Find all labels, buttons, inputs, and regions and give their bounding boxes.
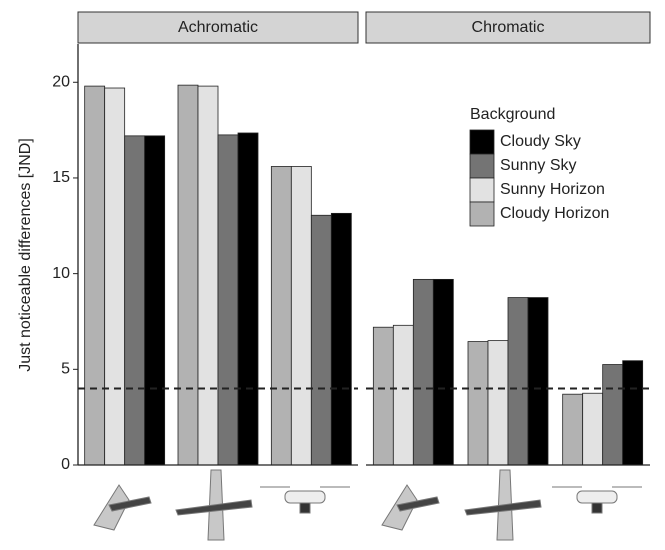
legend-label: Sunny Sky	[500, 157, 576, 174]
bar	[488, 341, 508, 465]
bar	[331, 213, 351, 465]
bird-drone-icon	[382, 485, 439, 530]
bar	[413, 279, 433, 465]
bar	[528, 298, 548, 465]
y-tick-label: 15	[52, 169, 70, 186]
legend-swatch	[470, 130, 494, 154]
chart: Just noticeable differences [JND] Achrom…	[0, 0, 665, 545]
quad-drone-icon	[260, 487, 350, 513]
bar	[238, 133, 258, 465]
strip-title: Achromatic	[178, 19, 258, 36]
bar	[105, 88, 125, 465]
bar	[393, 325, 413, 465]
quad-drone-icon	[552, 487, 642, 513]
y-tick-label: 0	[61, 456, 70, 473]
y-tick-label: 5	[61, 361, 70, 378]
legend-swatch	[470, 202, 494, 226]
bar	[145, 136, 165, 465]
legend-label: Cloudy Horizon	[500, 205, 609, 222]
bar	[218, 135, 238, 465]
y-tick-label: 20	[52, 73, 70, 90]
bar	[583, 393, 603, 465]
plane-drone-icon	[176, 470, 252, 540]
bar	[178, 85, 198, 465]
bar	[198, 86, 218, 465]
bar	[508, 298, 528, 465]
strip-title: Chromatic	[472, 19, 545, 36]
legend-label: Sunny Horizon	[500, 181, 605, 198]
legend-swatch	[470, 154, 494, 178]
bar	[125, 136, 145, 465]
bar	[373, 327, 393, 465]
bar	[291, 166, 311, 465]
legend-swatch	[470, 178, 494, 202]
legend-title: Background	[470, 106, 555, 123]
bar	[433, 279, 453, 465]
legend-label: Cloudy Sky	[500, 133, 581, 150]
bar	[603, 365, 623, 465]
bar	[271, 166, 291, 465]
y-tick-label: 10	[52, 265, 70, 282]
icons	[94, 470, 642, 540]
plane-drone-icon	[465, 470, 541, 540]
y-axis-label: Just noticeable differences [JND]	[17, 138, 34, 372]
bar	[468, 342, 488, 465]
bar	[311, 215, 331, 465]
bar	[85, 86, 105, 465]
bird-drone-icon	[94, 485, 151, 530]
bar	[623, 361, 643, 465]
bar	[563, 394, 583, 465]
